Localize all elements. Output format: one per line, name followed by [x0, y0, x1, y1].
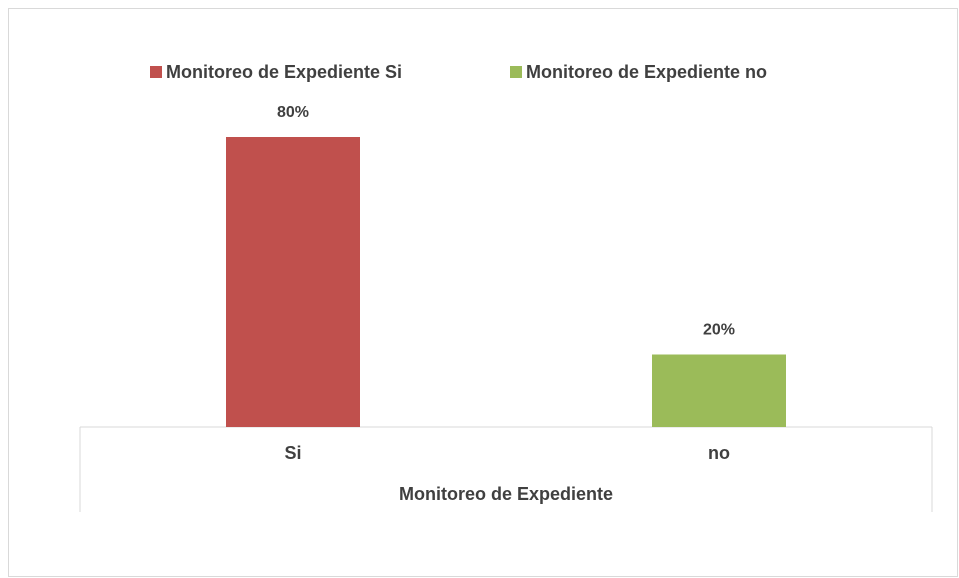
data-label: 20% [703, 322, 735, 339]
x-tick-label: no [708, 443, 730, 463]
legend-swatch [510, 66, 522, 78]
chart-frame [8, 8, 958, 577]
legend-label: Monitoreo de Expediente Si [166, 62, 402, 82]
bar [652, 354, 786, 427]
x-tick-label: Si [284, 443, 301, 463]
bar [226, 137, 360, 427]
legend-label: Monitoreo de Expediente no [526, 62, 767, 82]
legend-swatch [150, 66, 162, 78]
x-axis-title: Monitoreo de Expediente [399, 484, 613, 504]
data-label: 80% [277, 104, 309, 121]
